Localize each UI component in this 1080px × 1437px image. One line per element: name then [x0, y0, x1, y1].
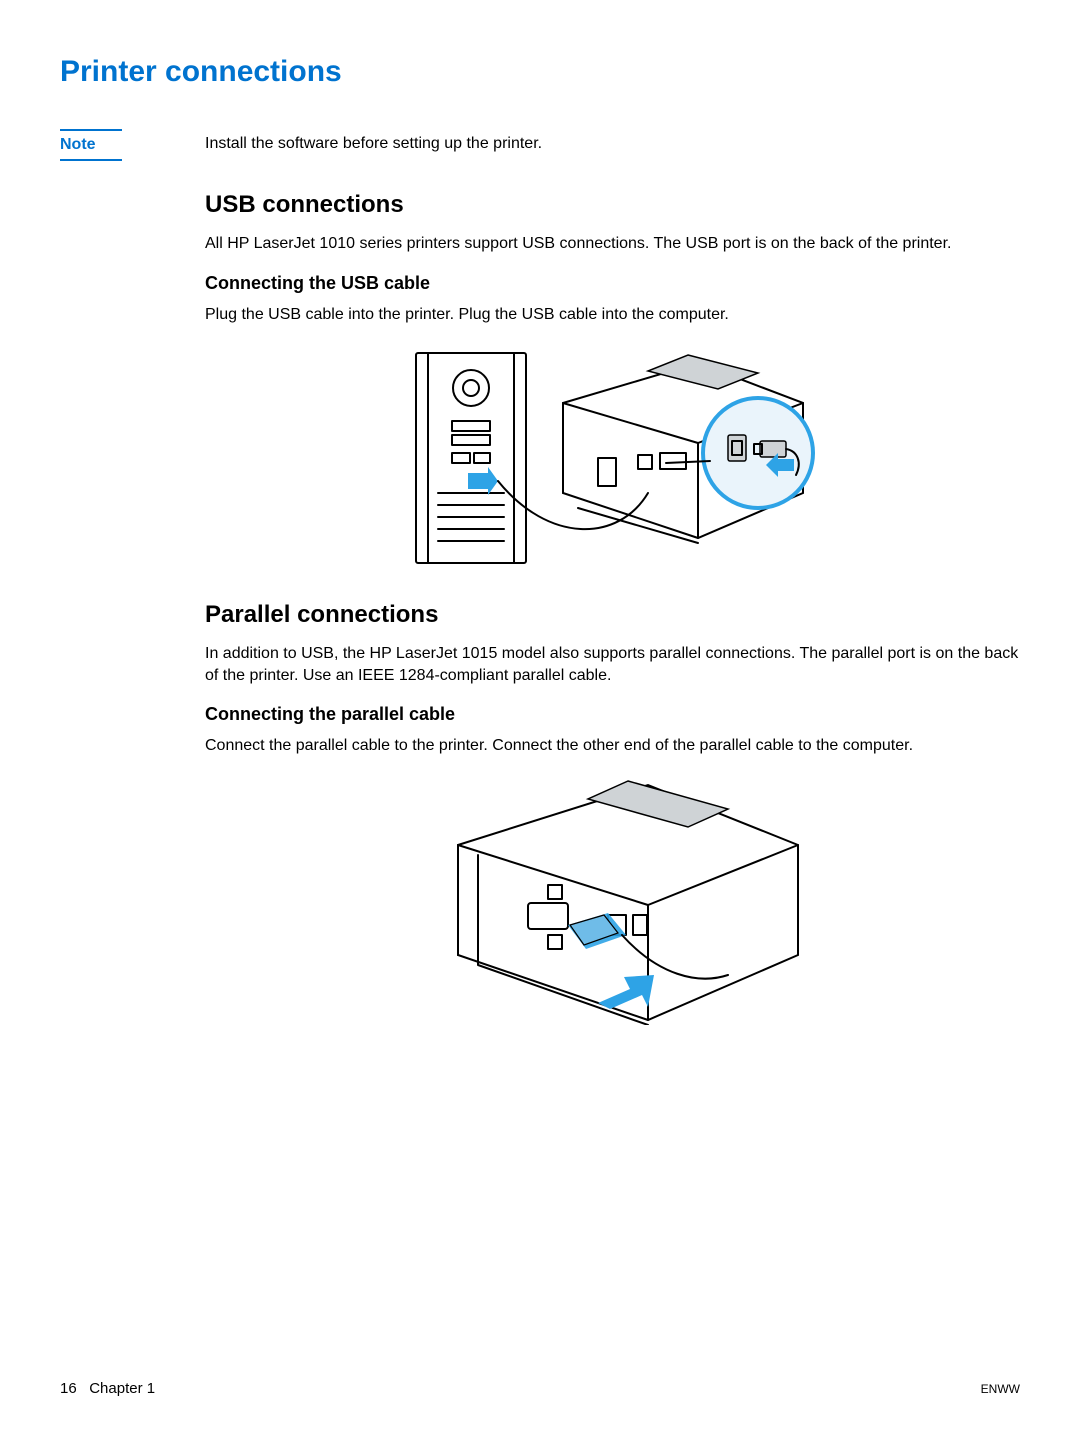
parallel-sub-heading: Connecting the parallel cable	[205, 704, 1020, 725]
usb-heading: USB connections	[205, 191, 1020, 219]
footer-right: ENWW	[981, 1382, 1020, 1396]
usb-body: All HP LaserJet 1010 series printers sup…	[205, 233, 1020, 255]
parallel-body: In addition to USB, the HP LaserJet 1015…	[205, 643, 1020, 686]
note-block: Note Install the software before setting…	[60, 129, 1020, 161]
usb-sub-body: Plug the USB cable into the printer. Plu…	[205, 304, 1020, 326]
parallel-figure	[398, 775, 828, 1025]
footer-page-number: 16	[60, 1380, 77, 1397]
parallel-sub-body: Connect the parallel cable to the printe…	[205, 735, 1020, 757]
footer-chapter: Chapter 1	[89, 1380, 155, 1397]
note-label: Note	[60, 129, 122, 161]
usb-sub-heading: Connecting the USB cable	[205, 273, 1020, 294]
parallel-heading: Parallel connections	[205, 601, 1020, 629]
page-footer: 16 Chapter 1 ENWW	[60, 1380, 1020, 1397]
page-title: Printer connections	[60, 55, 1020, 89]
note-text: Install the software before setting up t…	[205, 129, 542, 153]
usb-figure	[398, 343, 828, 573]
